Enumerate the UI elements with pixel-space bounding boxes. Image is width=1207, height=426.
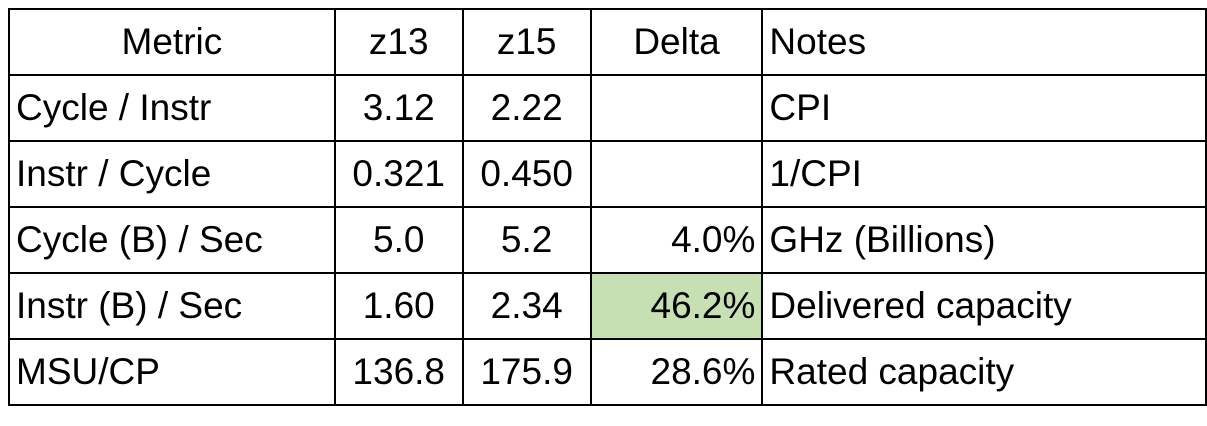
table-cell: 136.8 (333, 338, 464, 406)
table-cell: 0.321 (333, 140, 464, 208)
header-cell: Notes (761, 8, 1207, 76)
table-cell: GHz (Billions) (761, 206, 1207, 274)
table-cell: Cycle (B) / Sec (8, 206, 336, 274)
table-cell: 4.0% (589, 206, 764, 274)
table-cell: 5.0 (333, 206, 464, 274)
table-body: Cycle / Instr 3.12 2.22 CPI Instr / Cycle 0.3… (8, 74, 1207, 406)
table-cell: 0.450 (461, 140, 592, 208)
header-cell: z13 (333, 8, 464, 76)
table-row: Cycle / Instr 3.12 2.22 CPI (8, 74, 1207, 142)
table-cell: 28.6% (589, 338, 764, 406)
header-row: Metric z13 z15 Delta Notes (8, 8, 1207, 76)
header-cell: Metric (8, 8, 336, 76)
table-cell: 2.22 (461, 74, 592, 142)
table-cell: 3.12 (333, 74, 464, 142)
table-cell: MSU/CP (8, 338, 336, 406)
header-cell: z15 (461, 8, 592, 76)
table-cell: 5.2 (461, 206, 592, 274)
table-cell (589, 140, 764, 208)
table-cell: 2.34 (461, 272, 592, 340)
table-row: Instr / Cycle 0.321 0.450 1/CPI (8, 140, 1207, 208)
metrics-table: Metric z13 z15 Delta Notes Cycle / Instr 3.12… (8, 8, 1207, 406)
table-row: MSU/CP 136.8 175.9 28.6% Rated capacity (8, 338, 1207, 406)
table-cell: Instr (B) / Sec (8, 272, 336, 340)
table-cell (589, 74, 764, 142)
table-cell: Rated capacity (761, 338, 1207, 406)
table-row: Instr (B) / Sec 1.60 2.34 46.2% Delivered ca… (8, 272, 1207, 340)
header-cell: Delta (589, 8, 764, 76)
table-cell: 175.9 (461, 338, 592, 406)
table-row: Cycle (B) / Sec 5.0 5.2 4.0% GHz (Billions) (8, 206, 1207, 274)
table-cell: Delivered capacity (761, 272, 1207, 340)
table-cell: 1.60 (333, 272, 464, 340)
table-cell: 1/CPI (761, 140, 1207, 208)
table-cell: Cycle / Instr (8, 74, 336, 142)
table-cell: CPI (761, 74, 1207, 142)
table-cell: 46.2% (589, 272, 764, 340)
table-cell: Instr / Cycle (8, 140, 336, 208)
